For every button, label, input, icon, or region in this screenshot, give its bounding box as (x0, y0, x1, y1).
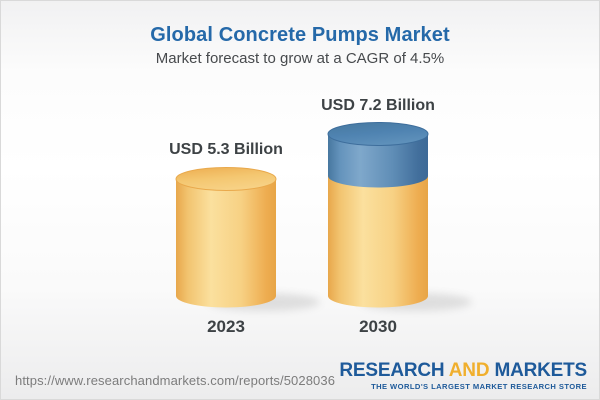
bar-2030-category-label: 2030 (359, 317, 397, 336)
bar-2030-value-label: USD 7.2 Billion (321, 97, 435, 114)
bar-2030-growth-segment (328, 134, 428, 188)
logo-word-research: RESEARCH (339, 360, 445, 381)
logo-word-markets: MARKETS (494, 360, 587, 381)
bar-2023-value-label: USD 5.3 Billion (169, 141, 283, 158)
page-title: Global Concrete Pumps Market (150, 24, 450, 46)
bar-2030-base-segment (328, 173, 428, 308)
report-url-text: https://www.researchandmarkets.com/repor… (15, 373, 336, 388)
logo-tagline: THE WORLD'S LARGEST MARKET RESEARCH STOR… (371, 382, 587, 391)
bar-2023-cylinder (175, 167, 277, 308)
logo-wordmark: RESEARCH AND MARKETS (339, 361, 587, 380)
research-and-markets-logo: RESEARCH AND MARKETS THE WORLD'S LARGEST… (339, 361, 587, 391)
bar-2023-category-label: 2023 (207, 317, 245, 336)
bar-2030-cylinder (327, 122, 429, 308)
page-subtitle: Market forecast to grow at a CAGR of 4.5… (155, 50, 445, 67)
logo-word-and: AND (448, 360, 490, 381)
